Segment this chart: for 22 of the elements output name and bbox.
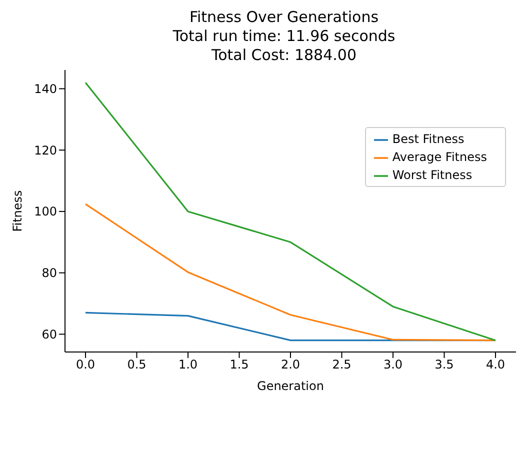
legend-label: Worst Fitness [392,168,472,182]
line-series [84,82,496,342]
x-tick-label: 4.0 [486,358,506,372]
y-tick-label: 120 [34,143,57,158]
chart-title: Fitness Over Generations Total run time: 11.96 seconds Total Cost: 1884.00 [172,8,396,65]
y-tick-label: 60 [42,327,57,342]
x-tick-label: 0.0 [76,358,96,372]
x-axis-title: Generation [257,379,324,393]
x-tick-label: 1.0 [178,358,198,372]
y-tick-label: 80 [42,266,57,280]
legend-label: Best Fitness [392,132,464,146]
x-tick-label: 2.5 [332,358,352,372]
y-tick-label: 140 [34,82,57,96]
x-tick-label: 0.5 [127,358,146,372]
y-tick-label: 100 [34,204,57,219]
y-axis-title: Fitness [10,190,24,232]
x-tick-label: 3.5 [434,358,454,372]
line-series [84,203,496,342]
legend-label: Average Fitness [392,150,487,164]
x-tick-label: 1.5 [230,358,249,372]
x-tick-label: 2.0 [280,358,300,372]
x-tick-label: 3.0 [383,358,403,372]
